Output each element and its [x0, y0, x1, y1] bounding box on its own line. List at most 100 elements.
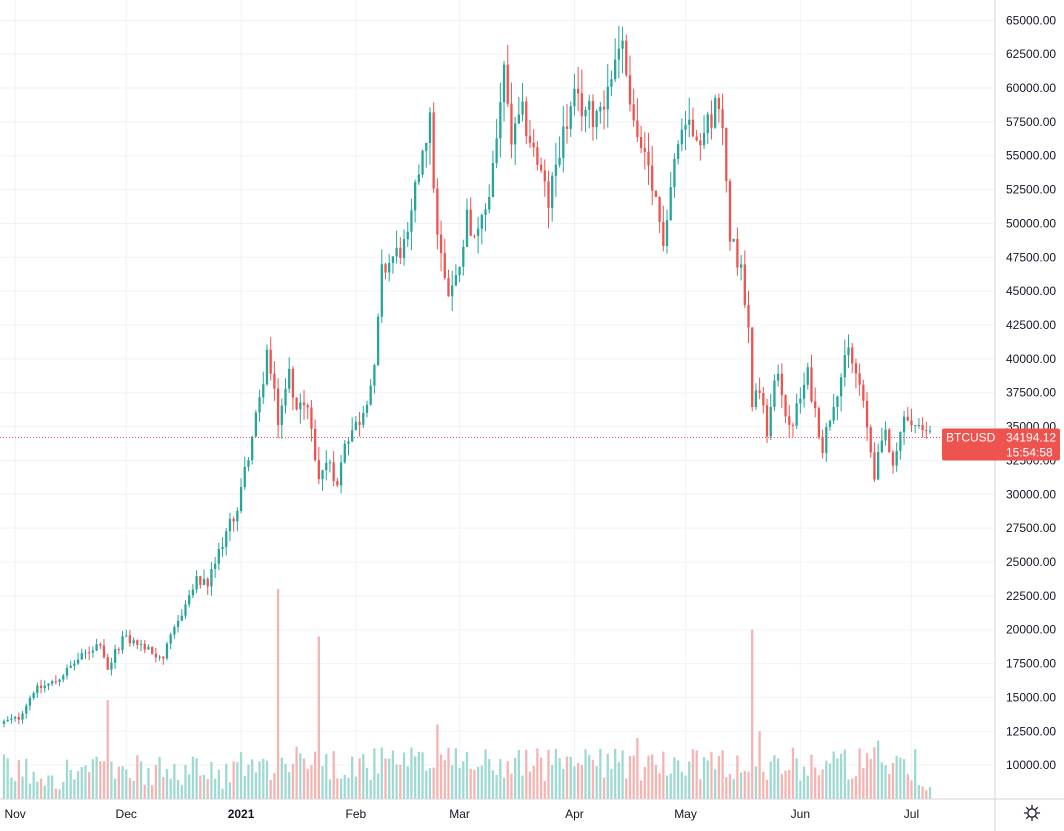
volume-bar	[28, 783, 32, 799]
candle-body	[65, 667, 69, 676]
volume-bar	[136, 755, 139, 799]
price-axis[interactable]: 10000.00 12500.00 15000.00 17500.00 20000.00…	[1006, 13, 1056, 772]
volume-bar	[91, 759, 95, 799]
volume-bar	[858, 748, 861, 799]
candle-body	[232, 518, 235, 522]
volume-bar	[110, 761, 113, 799]
candle-body	[669, 187, 672, 221]
candle-body	[202, 578, 206, 585]
candle-body	[39, 685, 43, 688]
price-tick-label: 17500.00	[1006, 657, 1056, 671]
volume-bar	[139, 761, 143, 799]
volume-bar	[847, 779, 850, 799]
candle-body	[365, 404, 369, 413]
volume-bar	[554, 748, 558, 799]
volume-bar	[262, 758, 265, 799]
candle-body	[851, 347, 854, 364]
volume-bar	[413, 756, 417, 799]
candle-body	[743, 264, 746, 306]
volume-bar	[806, 775, 809, 799]
candle-body	[617, 48, 621, 60]
volume-bar	[99, 761, 102, 799]
price-tick-label: 15000.00	[1006, 690, 1056, 704]
candle-body	[695, 136, 698, 141]
volume-bar	[751, 629, 754, 799]
candle-body	[454, 275, 458, 286]
volume-bar	[188, 774, 191, 799]
candle-body	[280, 405, 283, 425]
candle-body	[288, 368, 291, 389]
volume-bar	[428, 768, 432, 799]
volume-bar	[614, 748, 617, 799]
volume-bar	[480, 765, 483, 799]
price-tick-label: 62500.00	[1006, 47, 1056, 61]
volume-bar	[895, 755, 898, 799]
candle-body	[499, 102, 502, 139]
volume-bar	[254, 772, 258, 799]
volume-bar	[332, 751, 335, 799]
volume-bar	[839, 753, 843, 799]
last-price-label: 34194.12	[1006, 430, 1056, 444]
candle-body	[773, 380, 776, 407]
volume-bar	[732, 779, 735, 799]
candle-body	[225, 531, 228, 547]
volume-bar	[810, 754, 813, 799]
candle-body	[102, 645, 106, 658]
volume-bar	[836, 758, 839, 799]
price-tick-label: 65000.00	[1006, 13, 1056, 27]
volume-bar	[891, 762, 895, 799]
candle-body	[551, 175, 554, 208]
volume-bar	[517, 750, 521, 799]
volume-bar	[739, 772, 743, 799]
candle-body	[343, 443, 346, 463]
candle-body	[336, 481, 339, 486]
volume-bar	[432, 767, 435, 799]
chart-grid	[0, 0, 995, 799]
candle-body	[254, 412, 258, 437]
volume-bar	[80, 766, 83, 799]
candle-body	[213, 563, 217, 570]
volume-bar	[65, 759, 69, 799]
volume-bar	[39, 778, 43, 799]
volume-bar	[862, 768, 865, 799]
volume-bar	[814, 767, 817, 799]
volume-bar	[499, 759, 502, 799]
candle-body	[62, 675, 65, 680]
candle-body	[262, 384, 265, 398]
volume-bar	[699, 779, 702, 799]
volume-bar	[154, 764, 158, 799]
candle-body	[547, 181, 550, 208]
candle-body	[621, 40, 624, 49]
volume-bar	[491, 770, 495, 799]
volume-bar	[495, 775, 498, 799]
volume-bar	[784, 770, 787, 799]
volume-bar	[202, 774, 206, 799]
volume-bar	[843, 749, 846, 799]
volume-bar	[425, 770, 428, 799]
volume-bar	[58, 789, 61, 799]
time-tick-label: Jul	[904, 807, 919, 821]
time-axis[interactable]: Nov Dec 2021 Feb Mar Apr May Jun Jul	[4, 807, 919, 821]
settings-button[interactable]	[1020, 801, 1044, 825]
volume-bar	[662, 751, 665, 799]
candle-body	[169, 634, 172, 644]
candle-body	[210, 569, 213, 587]
candle-body	[36, 685, 39, 694]
candle-body	[310, 407, 313, 429]
candle-body	[925, 430, 928, 432]
volume-bar	[199, 775, 202, 799]
candle-body	[199, 576, 202, 585]
candle-body	[539, 164, 543, 171]
volume-bar	[225, 763, 228, 799]
candle-body	[725, 128, 728, 181]
candle-body	[647, 151, 650, 166]
price-tick-label: 20000.00	[1006, 623, 1056, 637]
candle-body	[273, 373, 276, 389]
candle-body	[643, 148, 646, 152]
candle-body	[154, 653, 158, 658]
candle-body	[825, 426, 828, 453]
candle-body	[902, 416, 906, 433]
volume-bar	[654, 764, 658, 799]
volume-bar	[88, 772, 91, 799]
